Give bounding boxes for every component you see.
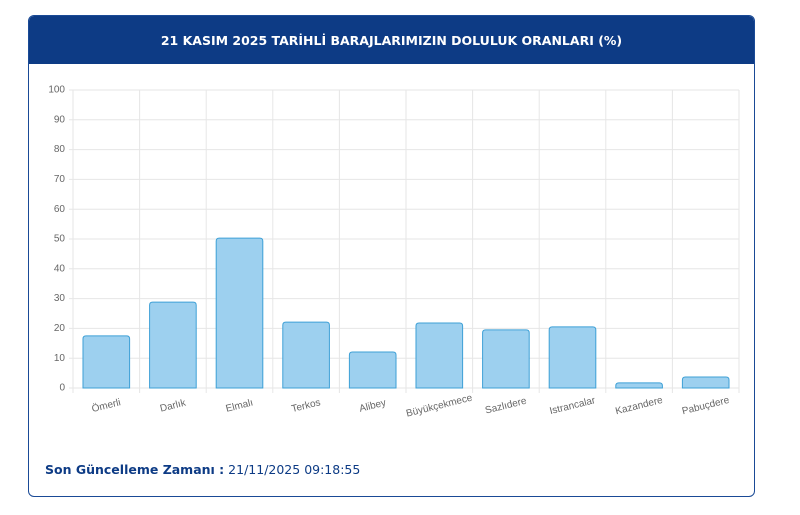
y-tick-label: 50 — [54, 234, 66, 245]
y-tick-label: 70 — [54, 174, 66, 185]
dam-card: 21 KASIM 2025 TARİHLİ BARAJLARIMIZIN DOL… — [28, 15, 755, 497]
x-tick-label: Istrancalar — [549, 395, 598, 417]
y-tick-label: 10 — [54, 353, 66, 364]
x-tick-label: Elmalı — [225, 397, 255, 414]
y-tick-label: 60 — [54, 204, 66, 215]
x-tick-label: Darlık — [159, 397, 188, 414]
chart: 0 10 20 30 40 50 60 70 80 90 100 Ömerli Darlık Elmalı… — [48, 85, 740, 420]
bar — [82, 335, 131, 389]
y-tick-label: 20 — [54, 323, 66, 334]
y-tick-label: 0 — [59, 383, 65, 394]
x-tick-label: Ömerli — [90, 396, 121, 415]
y-tick-label: 90 — [54, 114, 66, 125]
bar — [282, 321, 330, 389]
x-tick-label: Terkos — [291, 397, 322, 415]
bar — [681, 376, 730, 389]
bar — [615, 382, 663, 389]
x-tick-label: Büyükçekmece — [405, 392, 474, 419]
y-tick-label: 30 — [54, 293, 66, 304]
y-tick-label: 40 — [54, 263, 66, 274]
x-tick-label: Kazandere — [614, 395, 664, 417]
y-tick-label: 100 — [48, 85, 65, 96]
x-tick-label: Pabuçdere — [681, 395, 731, 417]
bar — [415, 322, 464, 389]
bar — [215, 237, 264, 389]
x-tick-label: Alibey — [358, 398, 387, 415]
bar — [482, 329, 530, 389]
update-label: Son Güncelleme Zamanı : — [45, 462, 225, 477]
bar — [149, 301, 197, 389]
chart-title: 21 KASIM 2025 TARİHLİ BARAJLARIMIZIN DOL… — [29, 16, 754, 64]
y-tick-label: 80 — [54, 144, 66, 155]
update-info: Son Güncelleme Zamanı : 21/11/2025 09:18… — [45, 462, 360, 477]
bar — [348, 351, 397, 389]
bar — [548, 326, 597, 389]
x-tick-label: Sazlıdere — [484, 396, 528, 417]
update-time: 21/11/2025 09:18:55 — [228, 462, 361, 477]
